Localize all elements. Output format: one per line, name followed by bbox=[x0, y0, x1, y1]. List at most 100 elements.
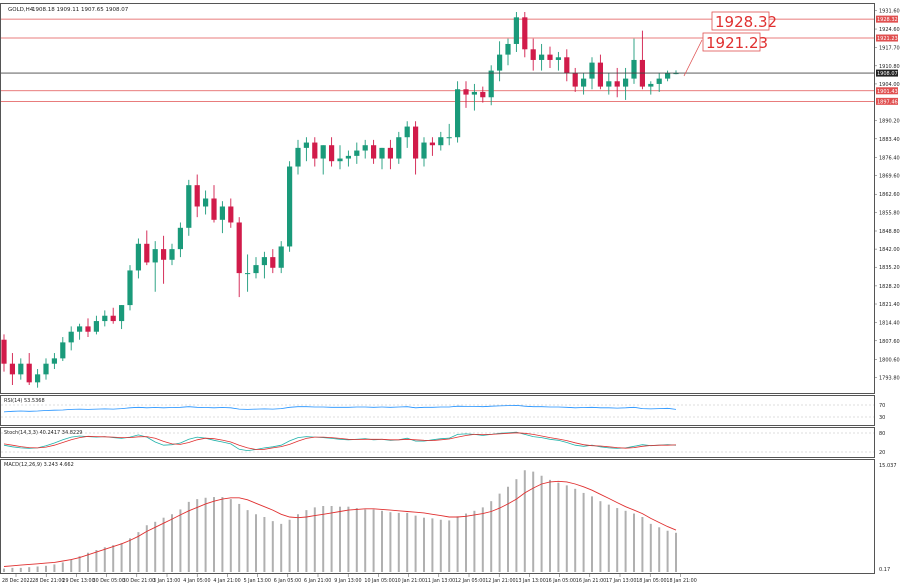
candle-body bbox=[253, 265, 259, 274]
macd-hist-bar bbox=[372, 509, 375, 572]
candle-body bbox=[648, 83, 654, 87]
macd-hist-bar bbox=[540, 475, 543, 572]
macd-hist-bar bbox=[624, 510, 627, 572]
macd-hist-bar bbox=[297, 514, 299, 572]
macd-hist-bar bbox=[490, 501, 493, 572]
macd-hist-bar bbox=[423, 517, 425, 572]
macd-hist-bar bbox=[330, 506, 333, 572]
macd-hist-bar bbox=[582, 492, 585, 572]
price-tick-label: 1814.40 bbox=[879, 321, 900, 327]
macd-hist-bar bbox=[633, 513, 635, 572]
candle-body bbox=[564, 57, 570, 74]
time-tick-label: 17 Jan 13:00 bbox=[606, 578, 636, 584]
stoch-panel-frame bbox=[0, 427, 875, 458]
stoch-signal-line bbox=[3, 432, 677, 450]
annotation-connector bbox=[683, 39, 703, 77]
macd-hist-bar bbox=[154, 521, 157, 572]
candle-body bbox=[186, 185, 192, 228]
macd-hist-bar bbox=[263, 517, 266, 572]
macd-hist-bar bbox=[238, 503, 241, 572]
price-tick-label: 1828.20 bbox=[879, 284, 900, 290]
macd-hist-bar bbox=[381, 510, 383, 572]
macd-tick-bottom: 0.17 bbox=[879, 567, 890, 573]
candle-body bbox=[345, 155, 351, 159]
stoch-main-line bbox=[3, 431, 677, 452]
candle-body bbox=[387, 147, 393, 159]
candle-body bbox=[278, 246, 284, 268]
macd-hist-bar bbox=[574, 488, 577, 572]
macd-hist-bar bbox=[70, 559, 73, 572]
candle-body bbox=[51, 358, 57, 364]
price-tick-label: 1876.40 bbox=[879, 155, 900, 161]
candle-body bbox=[119, 305, 125, 322]
price-tick-label: 1855.80 bbox=[879, 210, 900, 216]
macd-hist-bar bbox=[406, 512, 409, 572]
price-tick-label: 1835.20 bbox=[879, 265, 900, 271]
macd-hist-bar bbox=[61, 562, 64, 572]
candle-body bbox=[261, 257, 267, 266]
macd-hist-bar bbox=[515, 479, 518, 572]
macd-hist-bar bbox=[507, 486, 509, 572]
time-tick-label: 16 Jan 21:00 bbox=[576, 578, 606, 584]
candle-body bbox=[203, 198, 209, 207]
price-tick-label: 1931.60 bbox=[879, 8, 900, 14]
macd-hist-bar bbox=[87, 552, 89, 572]
macd-hist-bar bbox=[162, 517, 165, 572]
macd-hist-bar bbox=[599, 501, 602, 572]
symbol-label: GOLD,H4 bbox=[8, 7, 34, 13]
price-tick-label: 1793.80 bbox=[879, 376, 900, 382]
macd-hist-bar bbox=[322, 506, 325, 572]
macd-hist-bar bbox=[473, 510, 476, 572]
price-tick-label: 1842.00 bbox=[879, 247, 900, 253]
rsi-tick-70: 70 bbox=[879, 403, 885, 409]
candle-body bbox=[597, 62, 603, 87]
macd-hist-bar bbox=[45, 565, 47, 572]
macd-hist-bar bbox=[557, 482, 560, 572]
candle-body bbox=[555, 57, 561, 60]
macd-hist-bar bbox=[229, 499, 232, 572]
candle-body bbox=[177, 227, 183, 250]
macd-hist-bar bbox=[171, 514, 173, 572]
candle-body bbox=[93, 321, 99, 332]
price-tick-label: 1890.20 bbox=[879, 119, 900, 125]
macd-hist-bar bbox=[95, 550, 98, 572]
main-panel-frame bbox=[0, 3, 875, 394]
candle-body bbox=[337, 158, 343, 162]
macd-hist-bar bbox=[28, 567, 31, 572]
candle-body bbox=[480, 91, 486, 98]
rsi-line bbox=[3, 404, 677, 413]
candle-body bbox=[169, 249, 175, 260]
macd-hist-bar bbox=[448, 520, 451, 572]
time-tick-label: 28 Dec 2022 bbox=[2, 578, 33, 584]
macd-hist-bar bbox=[658, 527, 661, 572]
price-tick-label: 1821.40 bbox=[879, 302, 900, 308]
candle-body bbox=[18, 363, 24, 375]
macd-hist-bar bbox=[616, 508, 619, 572]
time-tick-label: 10 Jan 21:00 bbox=[395, 578, 425, 584]
macd-hist-bar bbox=[179, 509, 182, 572]
macd-hist-bar bbox=[414, 515, 417, 572]
candles-layer bbox=[1, 11, 679, 388]
macd-hist-bar bbox=[607, 504, 610, 572]
candle-body bbox=[152, 249, 158, 263]
macd-tick-top: 15.037 bbox=[879, 463, 897, 469]
current-price-label: 1908.07 bbox=[877, 71, 898, 77]
candle-body bbox=[144, 243, 150, 263]
time-tick-label: 28 Dec 21:00 bbox=[32, 578, 64, 584]
candle-body bbox=[219, 206, 225, 220]
candle-body bbox=[320, 145, 326, 159]
macd-hist-bar bbox=[204, 497, 207, 572]
time-tick-label: 5 Jan 13:00 bbox=[244, 578, 271, 584]
candle-body bbox=[471, 91, 477, 95]
candle-body bbox=[505, 43, 511, 55]
time-tick-label: 16 Jan 05:00 bbox=[546, 578, 576, 584]
candle-body bbox=[60, 342, 66, 359]
annotation-box-1928 bbox=[711, 11, 770, 31]
price-tick-label: 1910.80 bbox=[879, 64, 900, 70]
candle-body bbox=[329, 145, 335, 162]
macd-hist-bar bbox=[11, 567, 14, 572]
stoch-label: Stoch(14,3,3) 40.2417 34.8229 bbox=[4, 430, 82, 436]
stoch-tick-80: 80 bbox=[879, 431, 885, 437]
candle-body bbox=[43, 363, 49, 375]
